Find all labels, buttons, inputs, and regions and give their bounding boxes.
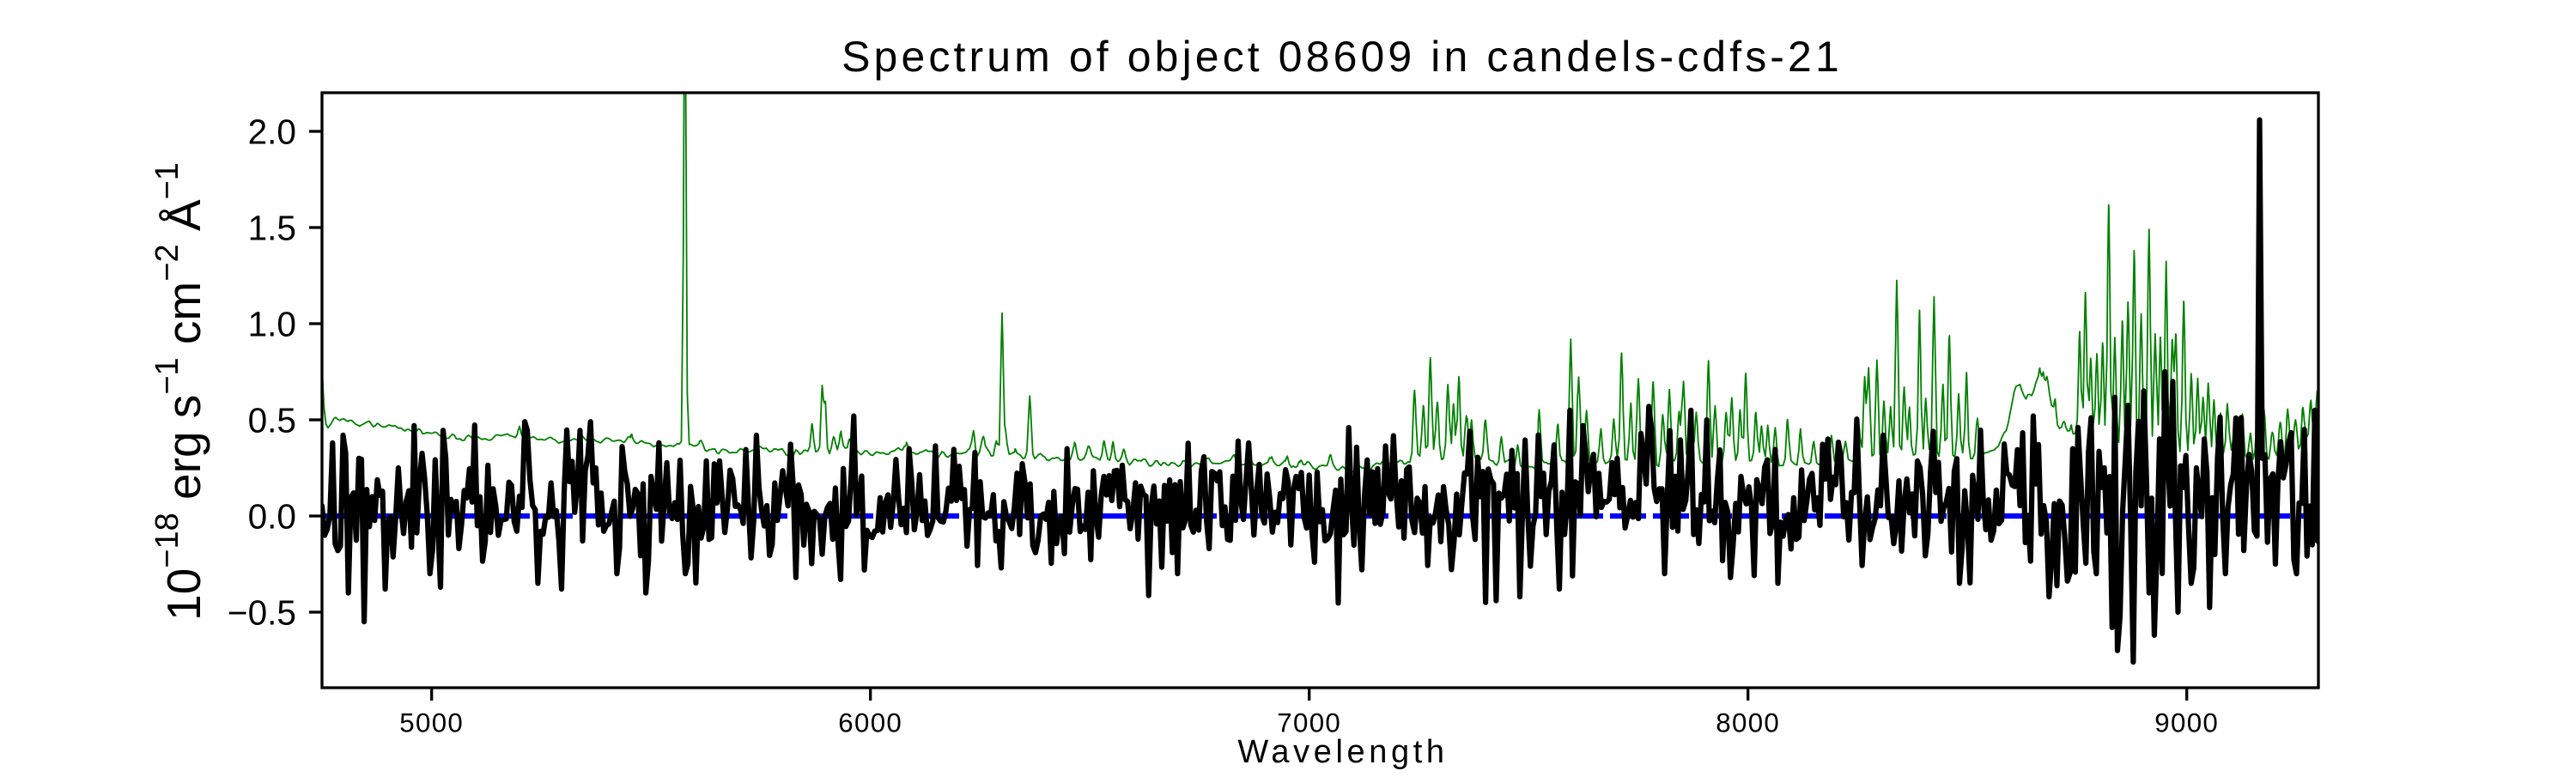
svg-text:6000: 6000 <box>838 708 902 738</box>
svg-text:7000: 7000 <box>1277 708 1341 738</box>
svg-text:Wavelength: Wavelength <box>1237 734 1448 770</box>
svg-text:0.5: 0.5 <box>248 401 296 440</box>
svg-text:10−18 erg s−1 cm−2 Å−1: 10−18 erg s−1 cm−2 Å−1 <box>149 162 210 621</box>
svg-text:5000: 5000 <box>399 708 464 738</box>
svg-text:8000: 8000 <box>1716 708 1780 738</box>
svg-text:9000: 9000 <box>2154 708 2219 738</box>
svg-text:1.5: 1.5 <box>248 209 296 248</box>
svg-text:2.0: 2.0 <box>248 112 296 152</box>
svg-text:1.0: 1.0 <box>248 305 296 344</box>
svg-text:−0.5: −0.5 <box>228 593 296 633</box>
svg-text:Spectrum of object 08609 in ca: Spectrum of object 08609 in candels-cdfs… <box>841 33 1843 81</box>
svg-text:0.0: 0.0 <box>248 497 296 537</box>
